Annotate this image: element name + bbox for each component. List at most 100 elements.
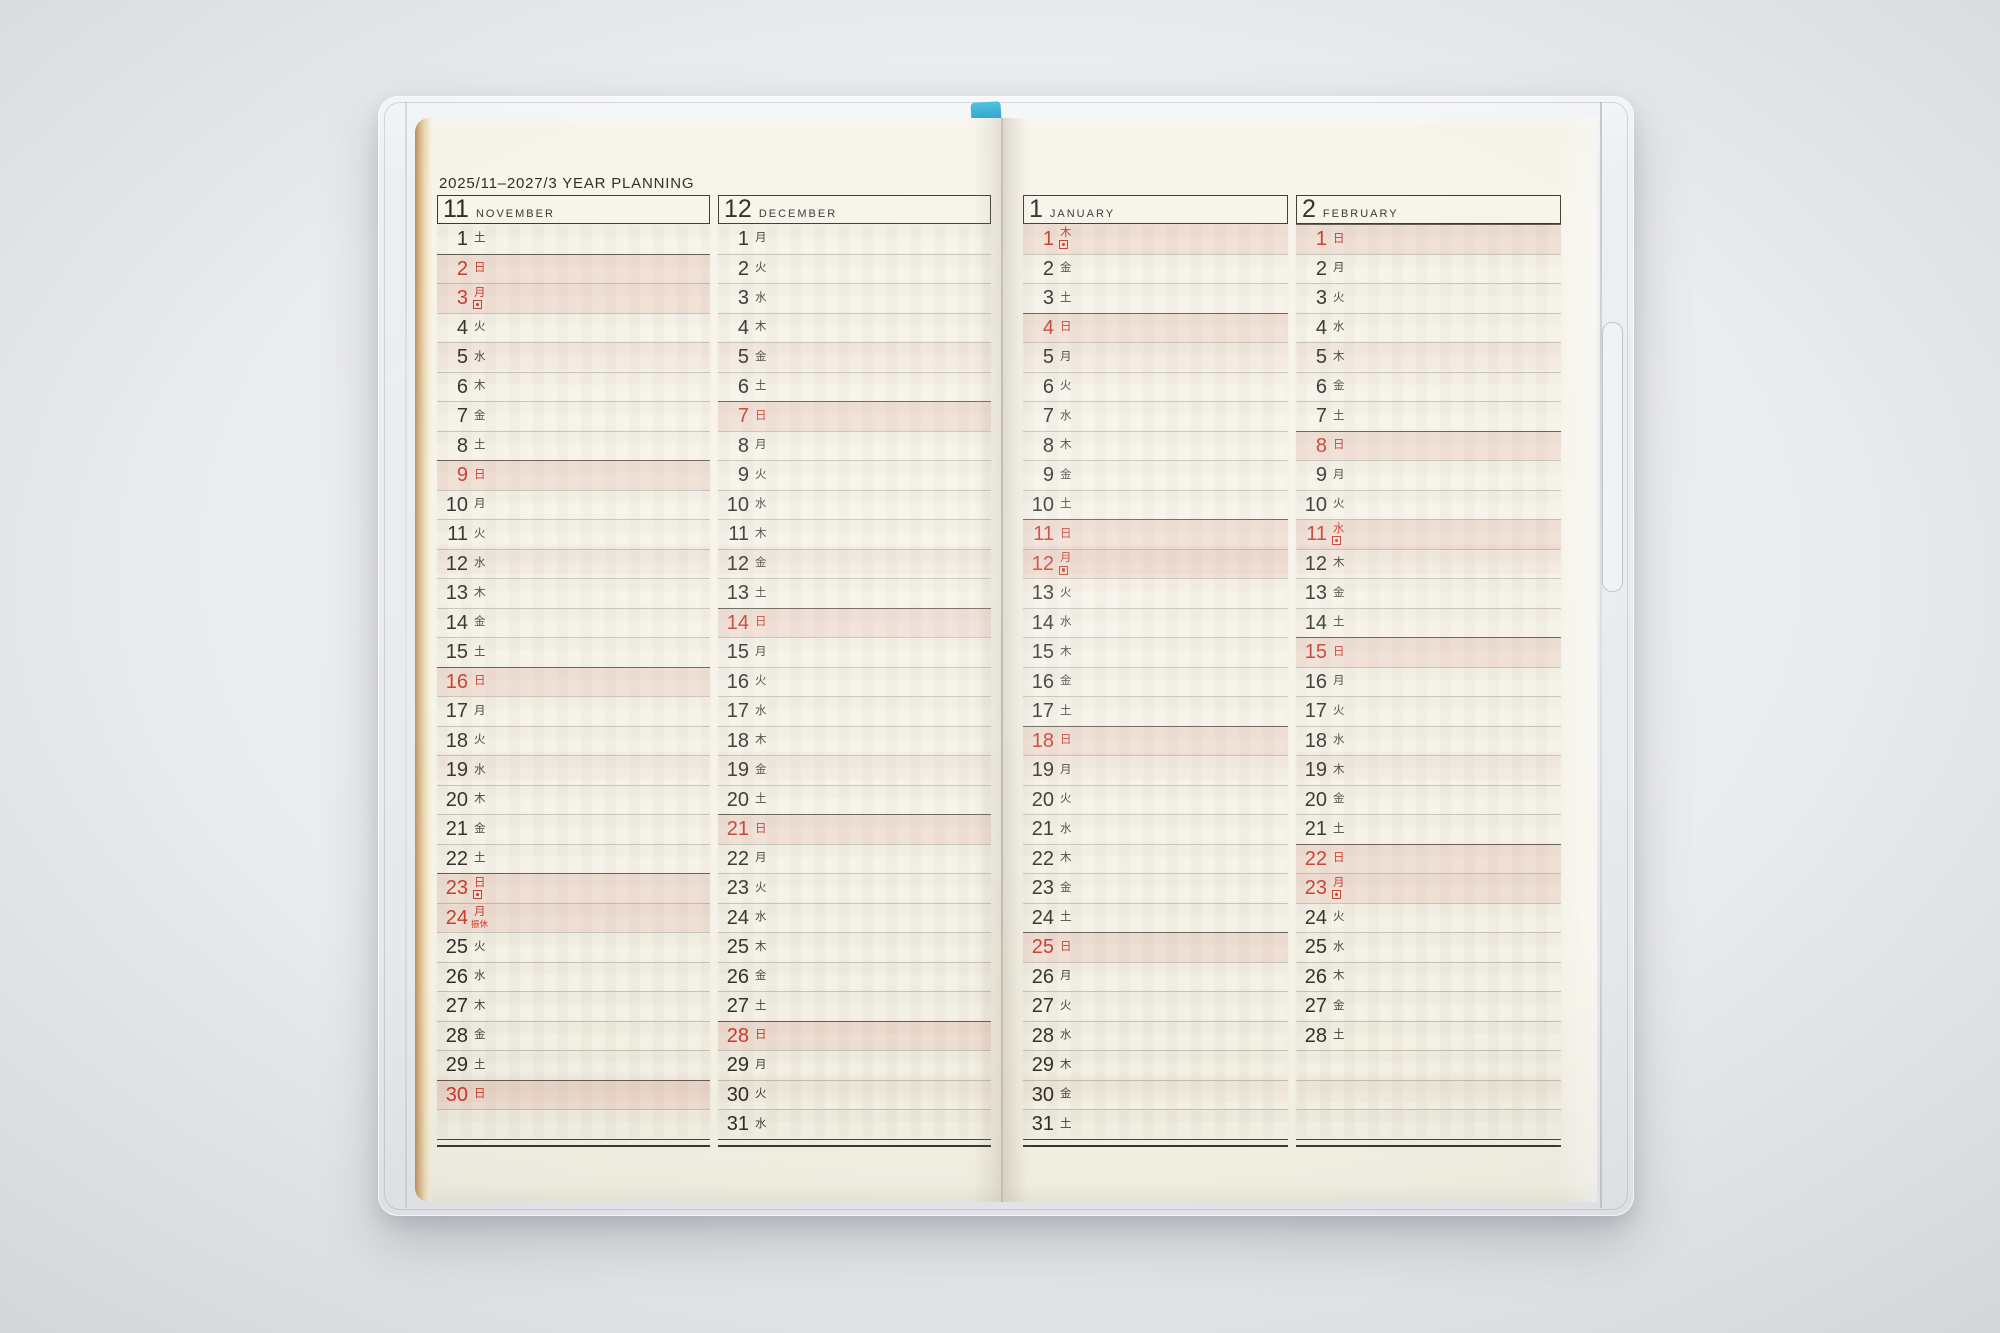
- day-row: 17 土: [1023, 696, 1288, 726]
- day-number: 24: [445, 906, 468, 929]
- weekday-label: 土: [1060, 498, 1072, 510]
- day-number: 20: [445, 788, 468, 811]
- day-number: 8: [1042, 434, 1054, 457]
- day-row: 24 月振休: [437, 902, 710, 932]
- weekday-label: 木: [474, 380, 486, 392]
- day-number: 17: [445, 700, 468, 723]
- day-row: 22 木: [1023, 843, 1288, 874]
- showthrough-ghost: [437, 224, 710, 1138]
- day-number: 4: [1042, 316, 1054, 339]
- weekday-label: 金: [1333, 380, 1345, 392]
- day-row: 16 火: [718, 666, 991, 697]
- day-number: 10: [726, 493, 749, 516]
- day-number: 3: [1315, 287, 1327, 310]
- day-number: 21: [1031, 818, 1054, 841]
- weekday-label: 月: [474, 704, 486, 717]
- weekday-label: 木: [1333, 557, 1345, 569]
- day-number: 19: [726, 759, 749, 782]
- weekday-label: 金: [755, 557, 767, 569]
- day-row: 12 木: [1296, 548, 1561, 579]
- day-number: 24: [1304, 906, 1327, 929]
- holiday-mark-icon: [1059, 240, 1068, 249]
- weekday-label: 土: [474, 852, 486, 864]
- day-number: 14: [1031, 611, 1054, 634]
- holiday-mark-icon: [473, 300, 482, 309]
- weekday-label: 火: [474, 940, 486, 953]
- day-row: 18 木: [718, 725, 991, 756]
- weekday-label: 月: [1333, 262, 1345, 274]
- day-number: 18: [1304, 729, 1327, 752]
- day-number: 8: [1315, 434, 1327, 457]
- day-number: 15: [445, 641, 468, 664]
- day-number: 5: [737, 346, 749, 369]
- weekday-label: 木: [1333, 350, 1345, 363]
- day-number: 27: [1304, 995, 1327, 1018]
- month-grid: 1 月 2 火 3 水 4 木 5 金 6 土 7 日 8 月 9 火 10 水 11 木 12 金 13 土 14 日 15 月 16 火 1…: [718, 224, 991, 1147]
- day-row: 13 土: [718, 578, 991, 608]
- day-number: 22: [1304, 847, 1327, 870]
- day-number: 29: [1031, 1054, 1054, 1077]
- weekday-label: 水: [1060, 822, 1072, 835]
- day-number: 2: [456, 257, 468, 280]
- day-row: 18 水: [1296, 725, 1561, 756]
- day-number: 30: [445, 1083, 468, 1106]
- day-row: 16 金: [1023, 666, 1288, 697]
- weekday-label: 金: [1060, 881, 1072, 894]
- day-number: 12: [726, 552, 749, 575]
- weekday-label: 火: [755, 262, 767, 274]
- day-row: 26 月: [1023, 961, 1288, 992]
- day-number: 1: [1042, 227, 1054, 250]
- day-row: 15 木: [1023, 637, 1288, 667]
- weekday-label: 月: [755, 645, 767, 658]
- day-number: 11: [447, 523, 468, 546]
- day-row: 27 木: [437, 991, 710, 1021]
- weekday-label: 日: [755, 616, 767, 628]
- day-row: 28 土: [1296, 1020, 1561, 1051]
- weekday-label: 金: [474, 616, 486, 628]
- weekday-label: 土: [474, 1058, 486, 1071]
- day-row: 18 日: [1023, 725, 1288, 755]
- weekday-label: 金: [1333, 586, 1345, 599]
- month-grid: 1 土 2 日 3 月 4 火 5 水 6 木 7 金 8 土 9 日 10 月 11 火 12 水 13 木 14 金 15 土 16 日 1…: [437, 224, 710, 1147]
- day-number: 3: [1042, 287, 1054, 310]
- weekday-label: 金: [755, 970, 767, 982]
- right-page: 1 JANUARY 1 木 2 金 3 土 4 日 5 月 6 火 7 水 8 木 9 金 10 土 11 日 12 月 13 火…: [1003, 118, 1597, 1202]
- day-row: 20 土: [718, 784, 991, 815]
- weekday-label: 土: [755, 999, 767, 1012]
- weekday-label: 水: [474, 763, 486, 776]
- day-row: 19 木: [1296, 755, 1561, 785]
- day-row: 30 金: [1023, 1079, 1288, 1110]
- day-number: 7: [1042, 405, 1054, 428]
- month-grid: 1 木 2 金 3 土 4 日 5 月 6 火 7 水 8 木 9 金 10 土 11 日 12 月 13 火 14 水 15 木 16 金 1…: [1023, 224, 1288, 1147]
- weekday-label: 木: [755, 321, 767, 333]
- day-number: 8: [456, 434, 468, 457]
- month-header: 11 NOVEMBER: [437, 195, 710, 224]
- weekday-label: 金: [474, 822, 486, 835]
- cover-fold-left: [405, 102, 407, 1208]
- day-number: 12: [1304, 552, 1327, 575]
- weekday-label: 金: [755, 350, 767, 363]
- day-number: 28: [726, 1024, 749, 1047]
- day-number: 11: [1306, 523, 1327, 546]
- weekday-label: 月: [1060, 552, 1072, 564]
- day-number: 17: [1304, 700, 1327, 723]
- day-number: 11: [1033, 523, 1054, 546]
- day-number: 8: [737, 434, 749, 457]
- day-row: 15 月: [718, 637, 991, 667]
- day-number: 23: [726, 877, 749, 900]
- weekday-label: 火: [755, 468, 767, 481]
- day-number: 14: [445, 611, 468, 634]
- day-number: 25: [1304, 936, 1327, 959]
- day-number: 27: [726, 995, 749, 1018]
- day-number: 26: [445, 965, 468, 988]
- weekday-label: 日: [1060, 734, 1072, 746]
